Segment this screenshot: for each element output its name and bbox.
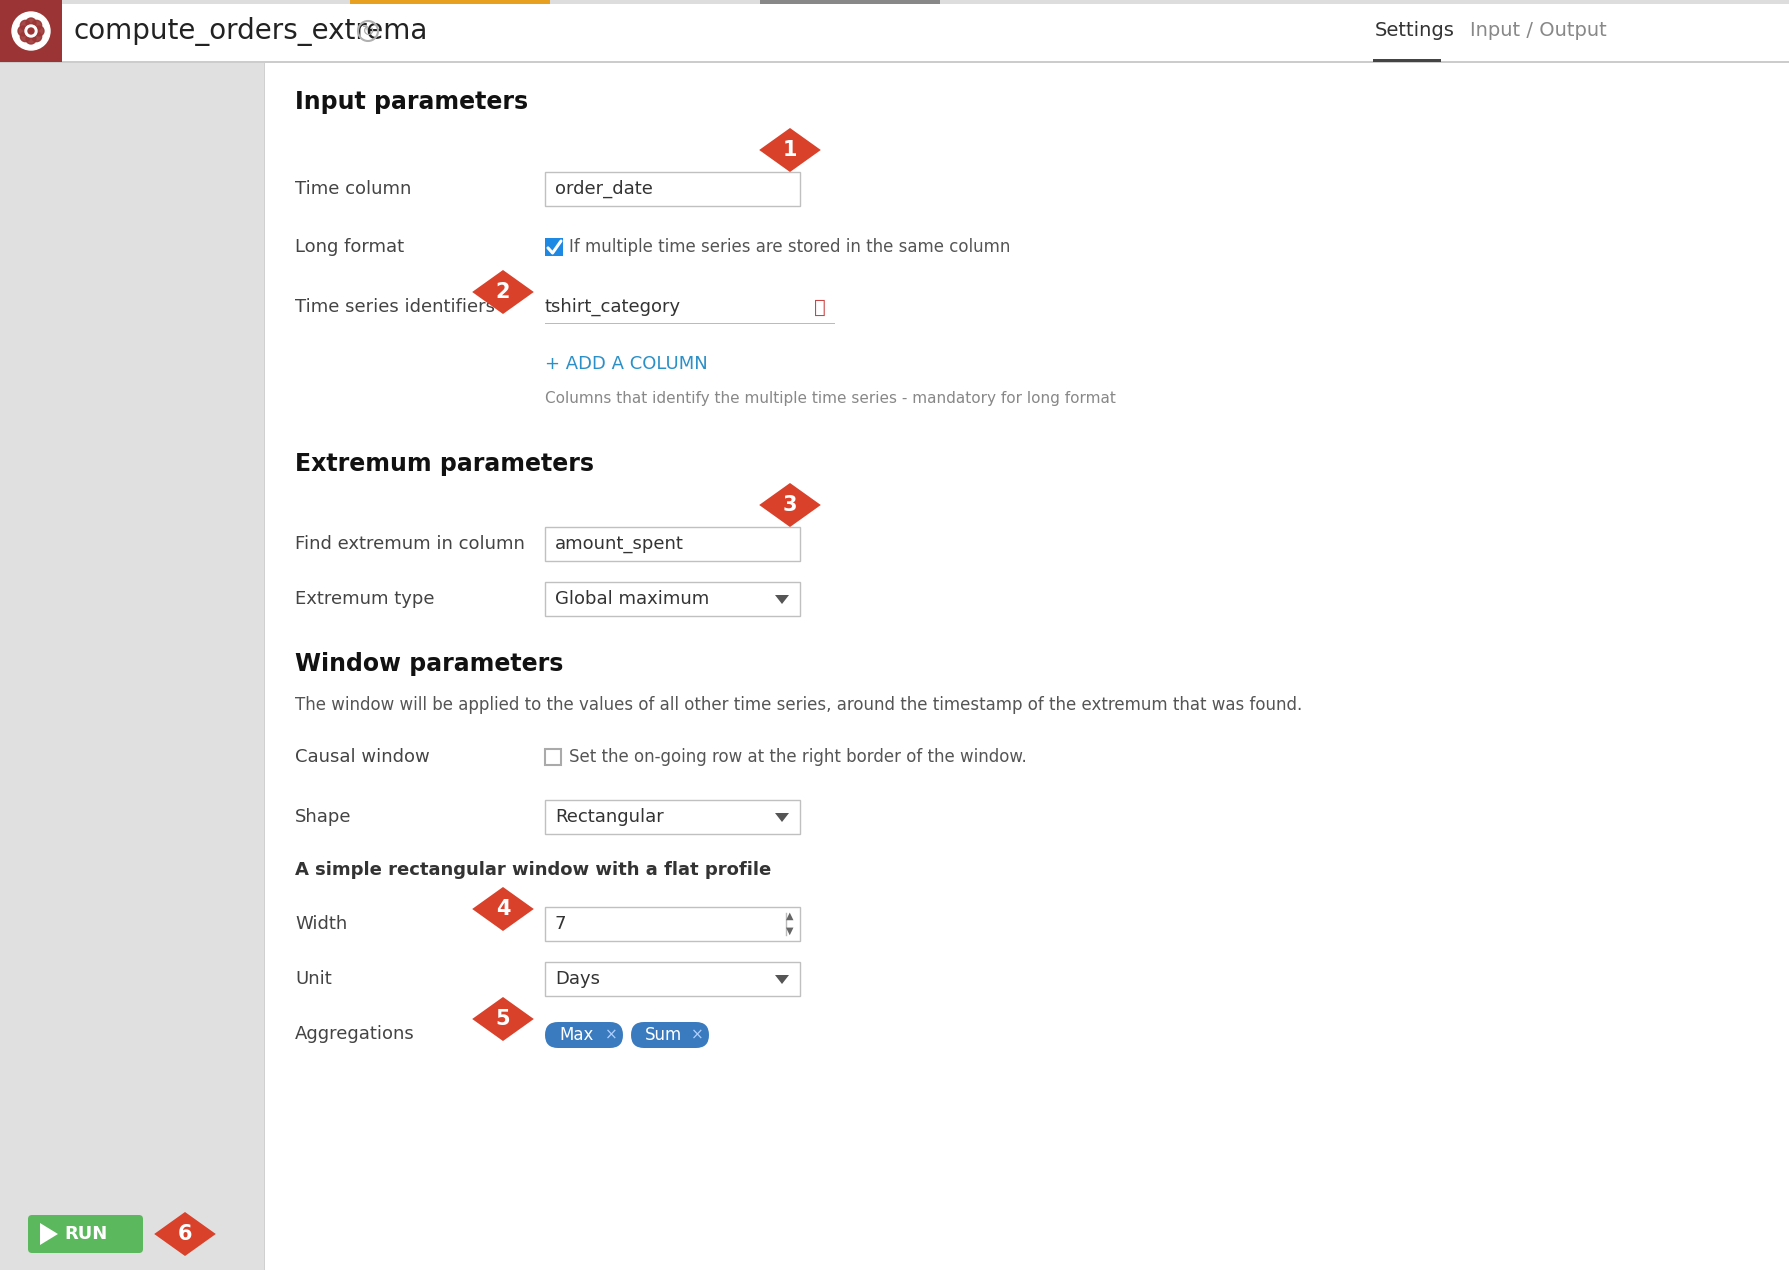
Circle shape [18,25,29,36]
Text: 🗑: 🗑 [814,297,825,316]
Circle shape [13,11,50,50]
Polygon shape [472,886,533,931]
Text: Input / Output: Input / Output [1469,22,1607,41]
Text: Long format: Long format [295,237,404,257]
Text: Global maximum: Global maximum [555,591,708,608]
Text: compute_orders_extrema: compute_orders_extrema [73,17,428,46]
Bar [544,961,800,996]
Text: ×: × [605,1027,617,1043]
Text: 1: 1 [782,140,796,160]
Text: ↻: ↻ [361,24,374,38]
Bar [544,907,800,941]
Text: 6: 6 [177,1224,191,1245]
Polygon shape [154,1212,216,1256]
Text: Window parameters: Window parameters [295,652,564,676]
Text: Input parameters: Input parameters [295,90,528,114]
Polygon shape [472,997,533,1041]
Text: A simple rectangular window with a flat profile: A simple rectangular window with a flat … [295,861,771,879]
Text: 2: 2 [496,282,510,302]
Text: Find extremum in column: Find extremum in column [295,535,524,552]
Bar [0,0,1789,62]
Bar [1372,58,1440,62]
Text: Max: Max [558,1026,592,1044]
FancyBboxPatch shape [544,1022,623,1048]
Polygon shape [759,483,821,527]
Bar [544,527,800,561]
Circle shape [34,25,45,36]
Circle shape [25,25,38,37]
Text: + ADD A COLUMN: + ADD A COLUMN [544,356,707,373]
Text: tshirt_category: tshirt_category [544,298,682,316]
Text: Days: Days [555,970,599,988]
Circle shape [20,32,30,42]
Circle shape [32,32,41,42]
Text: 3: 3 [782,495,796,516]
Bar [760,0,939,4]
Bar [544,749,560,765]
Text: RUN: RUN [64,1226,107,1243]
Bar [544,290,834,324]
Bar [0,61,1789,64]
Text: Set the on-going row at the right border of the window.: Set the on-going row at the right border… [569,748,1027,766]
Circle shape [20,20,30,30]
Text: Shape: Shape [295,808,351,826]
Text: Unit: Unit [295,970,331,988]
Polygon shape [775,813,789,822]
Circle shape [27,34,36,44]
Bar [544,237,564,257]
Polygon shape [39,1223,57,1245]
Text: amount_spent: amount_spent [555,535,683,552]
Text: 4: 4 [496,899,510,919]
Text: Sum: Sum [644,1026,682,1044]
FancyBboxPatch shape [632,1022,708,1048]
Bar [0,0,1789,4]
Text: Aggregations: Aggregations [295,1025,415,1043]
Bar [0,0,63,62]
Polygon shape [759,128,821,171]
Text: Settings: Settings [1374,22,1454,41]
Bar [265,62,1789,1270]
Text: Columns that identify the multiple time series - mandatory for long format: Columns that identify the multiple time … [544,390,1115,405]
Bar [351,0,549,4]
Text: Time column: Time column [295,180,411,198]
Polygon shape [775,596,789,605]
Polygon shape [472,271,533,314]
Text: ▼: ▼ [785,926,793,936]
Text: Causal window: Causal window [295,748,429,766]
Text: The window will be applied to the values of all other time series, around the ti: The window will be applied to the values… [295,696,1302,714]
Text: 7: 7 [555,914,565,933]
Bar [544,800,800,834]
Polygon shape [775,975,789,984]
Bar [544,171,800,206]
Text: Time series identifiers: Time series identifiers [295,298,496,316]
Text: Extremum parameters: Extremum parameters [295,452,594,476]
Text: 5: 5 [496,1008,510,1029]
Text: Rectangular: Rectangular [555,808,664,826]
Bar [0,62,265,1270]
Text: ×: × [691,1027,703,1043]
Text: If multiple time series are stored in the same column: If multiple time series are stored in th… [569,237,1009,257]
Circle shape [32,20,41,30]
Text: order_date: order_date [555,180,653,198]
FancyBboxPatch shape [29,1215,143,1253]
Text: Extremum type: Extremum type [295,591,435,608]
Circle shape [27,18,36,28]
Circle shape [29,28,34,34]
Bar [544,582,800,616]
Text: ▲: ▲ [785,911,793,921]
Text: Width: Width [295,914,347,933]
